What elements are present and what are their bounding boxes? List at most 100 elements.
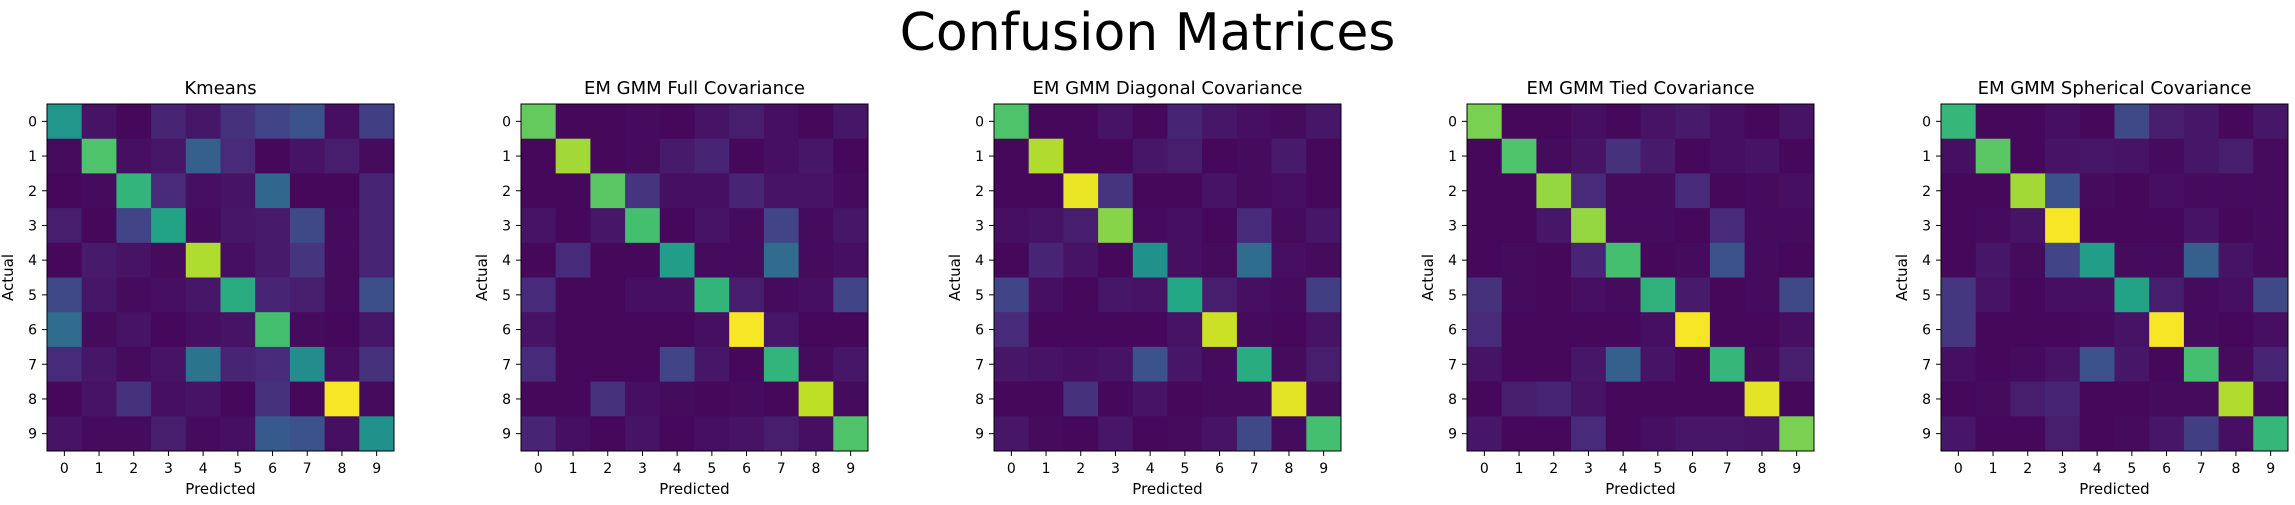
cell-r9-c2: [2010, 416, 2046, 452]
cell-r5-c0: [521, 277, 557, 313]
cell-r4-c4: [659, 242, 695, 278]
cell-r6-c7: [763, 312, 800, 348]
cell-r6-c6: [1675, 312, 1711, 348]
cell-r3-c2: [2010, 208, 2046, 244]
cell-r6-c8: [324, 312, 360, 348]
cell-r3-c3: [2045, 208, 2081, 244]
cell-r0-c1: [555, 104, 591, 140]
cell-r4-c1: [81, 242, 117, 278]
cell-r4-c8: [2218, 242, 2254, 278]
cell-r9-c2: [590, 416, 626, 452]
y-tick-label: 5: [502, 288, 511, 304]
y-tick-label: 6: [1922, 323, 1931, 339]
cell-r4-c3: [625, 242, 661, 278]
cell-r9-c7: [289, 416, 326, 452]
cell-r8-c6: [729, 381, 765, 417]
cell-r7-c8: [1271, 346, 1307, 383]
cell-r5-c1: [1501, 277, 1537, 313]
cell-r8-c9: [359, 381, 395, 417]
cell-r4-c2: [590, 242, 626, 278]
x-tick-label: 8: [1284, 461, 1293, 477]
cell-r4-c5: [2114, 242, 2150, 278]
cell-r7-c1: [1501, 346, 1537, 383]
cell-r8-c3: [625, 381, 661, 417]
cell-r7-c7: [1236, 346, 1273, 383]
cell-r3-c8: [324, 208, 360, 244]
cell-r2-c9: [1306, 173, 1342, 209]
y-tick-label: 6: [28, 323, 37, 339]
cell-r5-c2: [590, 277, 626, 313]
cell-r9-c6: [729, 416, 765, 452]
cell-r5-c4: [659, 277, 695, 313]
x-tick-label: 2: [129, 461, 138, 477]
cell-r6-c7: [1236, 312, 1273, 348]
y-tick-label: 4: [975, 253, 984, 269]
x-tick-label: 1: [569, 461, 578, 477]
cell-r3-c5: [2114, 208, 2150, 244]
cell-r3-c7: [1709, 208, 1746, 244]
cell-r5-c4: [2079, 277, 2115, 313]
cell-r1-c0: [1467, 138, 1503, 174]
x-tick-label: 8: [811, 461, 820, 477]
cell-r7-c7: [1709, 346, 1746, 383]
cell-r1-c5: [1640, 138, 1676, 174]
cell-r3-c1: [555, 208, 591, 244]
cell-r3-c4: [1132, 208, 1168, 244]
cell-r3-c5: [1167, 208, 1203, 244]
cell-r2-c8: [2218, 173, 2254, 209]
cell-r1-c3: [1098, 138, 1134, 174]
y-tick-label: 8: [1922, 392, 1931, 408]
cell-r2-c6: [729, 173, 765, 209]
cell-r3-c6: [2149, 208, 2185, 244]
cell-r8-c3: [1571, 381, 1607, 417]
cell-r5-c1: [81, 277, 117, 313]
cell-r8-c0: [994, 381, 1030, 417]
cell-r7-c2: [1536, 346, 1572, 383]
cell-r5-c7: [2183, 277, 2220, 313]
cell-r6-c1: [1028, 312, 1064, 348]
cell-r2-c0: [1467, 173, 1503, 209]
cell-r9-c9: [359, 416, 395, 452]
cell-r8-c1: [1975, 381, 2011, 417]
cell-r1-c5: [220, 138, 256, 174]
cell-r3-c5: [694, 208, 730, 244]
cell-r6-c9: [2253, 312, 2289, 348]
confusion-matrix-1: EM GMM Full Covariance 0 1 2 3 4 5 6 7 8 9 0 1 2 3 4 5 6 7…: [473, 78, 869, 498]
cell-r6-c2: [116, 312, 152, 348]
cell-r7-c9: [1779, 346, 1815, 383]
cell-r0-c1: [81, 104, 117, 140]
cell-r7-c0: [521, 346, 557, 383]
cell-r8-c6: [1675, 381, 1711, 417]
y-axis-label: Actual: [0, 254, 17, 301]
cell-r7-c1: [555, 346, 591, 383]
cell-r1-c7: [289, 138, 326, 174]
cell-r3-c8: [1271, 208, 1307, 244]
cell-r4-c1: [1501, 242, 1537, 278]
y-axis-label: Actual: [1893, 254, 1911, 301]
cell-r9-c3: [1098, 416, 1134, 452]
cell-r5-c8: [1271, 277, 1307, 313]
cell-r3-c4: [2079, 208, 2115, 244]
x-tick-label: 1: [1989, 461, 1998, 477]
cell-r3-c3: [151, 208, 187, 244]
cell-r4-c3: [1571, 242, 1607, 278]
y-tick-label: 2: [975, 184, 984, 200]
cell-r9-c1: [1501, 416, 1537, 452]
cell-r5-c3: [2045, 277, 2081, 313]
cell-r5-c8: [2218, 277, 2254, 313]
cell-r9-c9: [2253, 416, 2289, 452]
y-axis-label: Actual: [473, 254, 491, 301]
cell-r0-c0: [994, 104, 1030, 140]
cell-r1-c2: [1536, 138, 1572, 174]
y-tick-label: 8: [502, 392, 511, 408]
cell-r0-c5: [2114, 104, 2150, 140]
y-tick-label: 6: [502, 323, 511, 339]
cell-r9-c7: [1709, 416, 1746, 452]
cell-r6-c2: [1063, 312, 1099, 348]
cell-r2-c2: [116, 173, 152, 209]
cell-r9-c4: [1132, 416, 1168, 452]
cell-r0-c2: [590, 104, 626, 140]
cell-r5-c1: [555, 277, 591, 313]
cell-r1-c4: [1132, 138, 1168, 174]
figure-title: Confusion Matrices: [899, 3, 1396, 63]
